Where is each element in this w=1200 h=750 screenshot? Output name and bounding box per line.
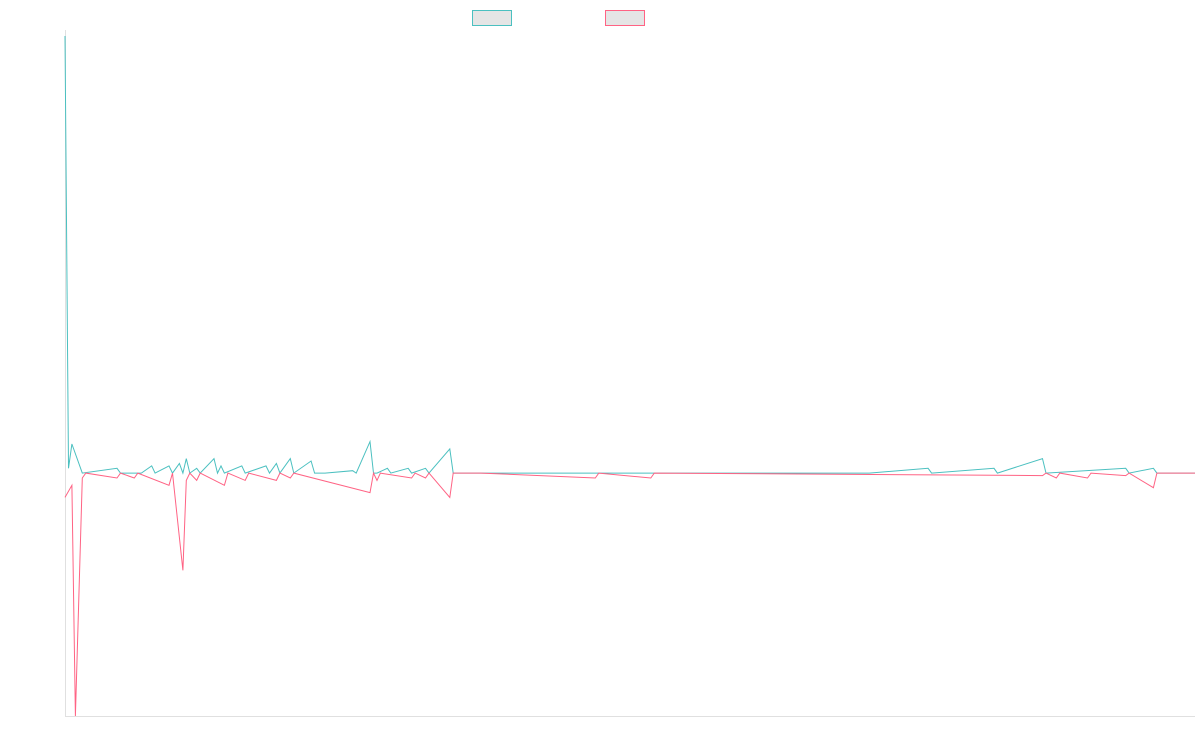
series-layer <box>64 35 1195 717</box>
legend-item-1[interactable] <box>472 10 512 26</box>
legend <box>472 10 645 26</box>
legend-swatch-1 <box>472 10 512 26</box>
legend-item-2[interactable] <box>605 10 645 26</box>
series-line-2 <box>64 471 1195 717</box>
legend-swatch-2 <box>605 10 645 26</box>
series-line-1 <box>64 35 1195 475</box>
